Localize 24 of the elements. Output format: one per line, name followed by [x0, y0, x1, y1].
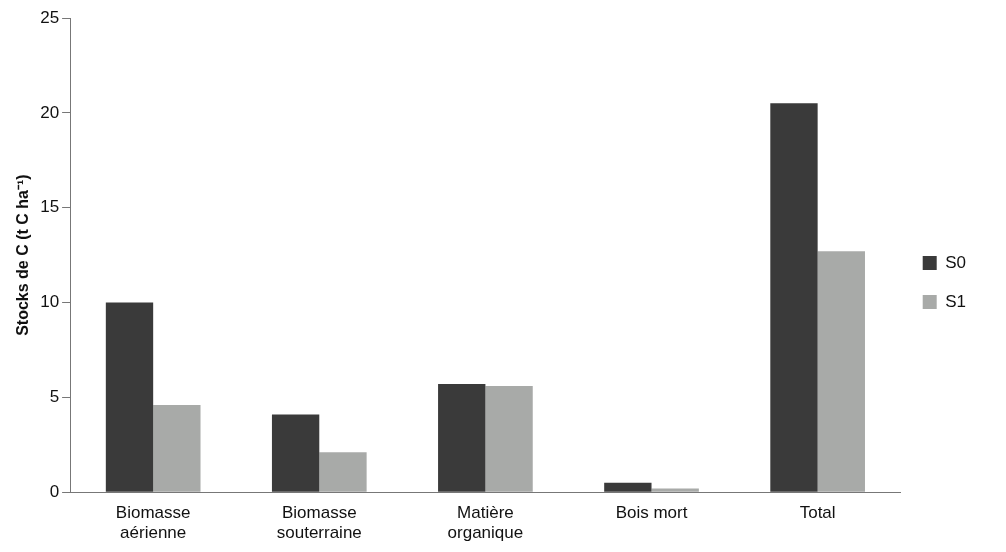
y-tick-label: 10	[40, 292, 60, 312]
bar	[817, 251, 865, 492]
x-tick-label: Total	[799, 503, 836, 523]
bar	[485, 385, 533, 492]
x-tick-label: Biomasse aérienne	[115, 503, 191, 543]
bar	[271, 414, 320, 492]
legend-label: S0	[945, 252, 966, 272]
y-tick-label: 5	[49, 387, 60, 407]
bar	[319, 452, 367, 492]
y-axis-title: Stocks de C (t C ha⁻¹)	[14, 174, 32, 336]
y-tick-label: 25	[40, 7, 60, 27]
y-tick-label: 15	[40, 197, 60, 217]
bar	[153, 404, 201, 492]
x-tick-label: Matière organique	[447, 503, 524, 543]
x-tick-label: Biomasse souterraine	[276, 503, 362, 543]
y-tick-label: 20	[40, 102, 60, 122]
y-tick-label: 0	[49, 481, 60, 501]
bar	[651, 488, 699, 492]
legend-label: S1	[945, 291, 966, 311]
bar	[604, 482, 652, 492]
bar	[770, 103, 818, 492]
x-tick-label: Bois mort	[615, 503, 688, 523]
bar	[438, 384, 486, 492]
bar	[105, 302, 154, 492]
